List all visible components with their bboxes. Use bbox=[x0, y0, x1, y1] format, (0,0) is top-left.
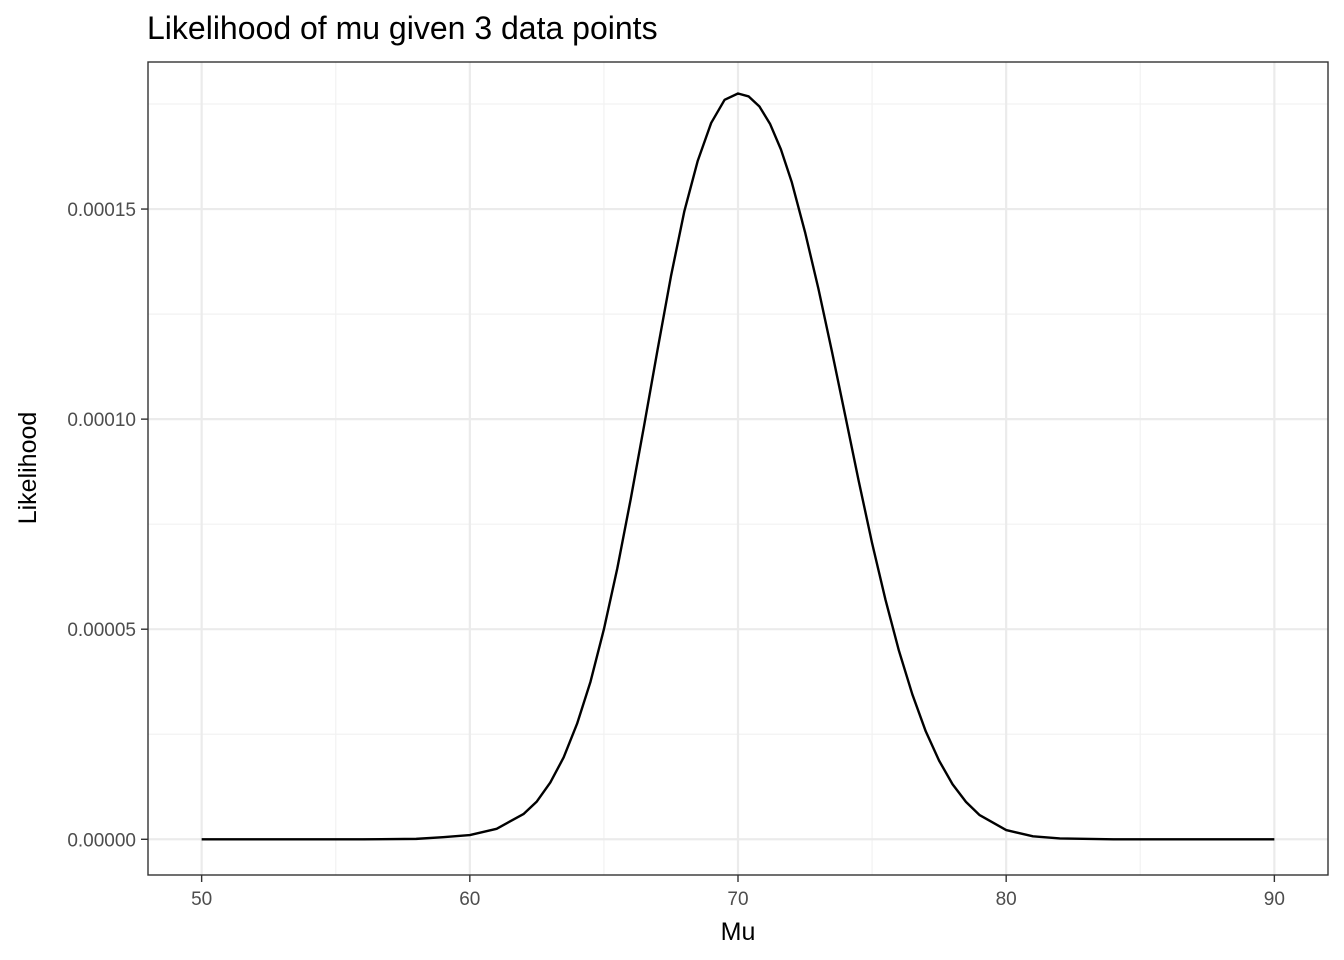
y-axis-title: Likelihood bbox=[14, 412, 42, 525]
y-tick-label: 0.00010 bbox=[67, 410, 136, 431]
grid-lines bbox=[148, 62, 1328, 875]
y-tick-label: 0.00005 bbox=[67, 620, 136, 641]
axis-ticks: 50 60 70 80 90 0.00000 0.00005 0.00010 0.00015 bbox=[67, 200, 1285, 910]
likelihood-curve bbox=[201, 92, 1275, 841]
x-axis-title: Mu bbox=[721, 918, 756, 946]
y-tick-label: 0.00000 bbox=[67, 830, 136, 851]
x-tick-label: 90 bbox=[1264, 889, 1285, 910]
x-tick-label: 70 bbox=[727, 889, 748, 910]
likelihood-curve-group bbox=[201, 92, 1275, 841]
x-tick-label: 60 bbox=[459, 889, 480, 910]
x-tick-label: 50 bbox=[191, 889, 212, 910]
chart-title: Likelihood of mu given 3 data points bbox=[147, 10, 658, 46]
x-tick-label: 80 bbox=[996, 889, 1017, 910]
y-tick-label: 0.00015 bbox=[67, 200, 136, 221]
